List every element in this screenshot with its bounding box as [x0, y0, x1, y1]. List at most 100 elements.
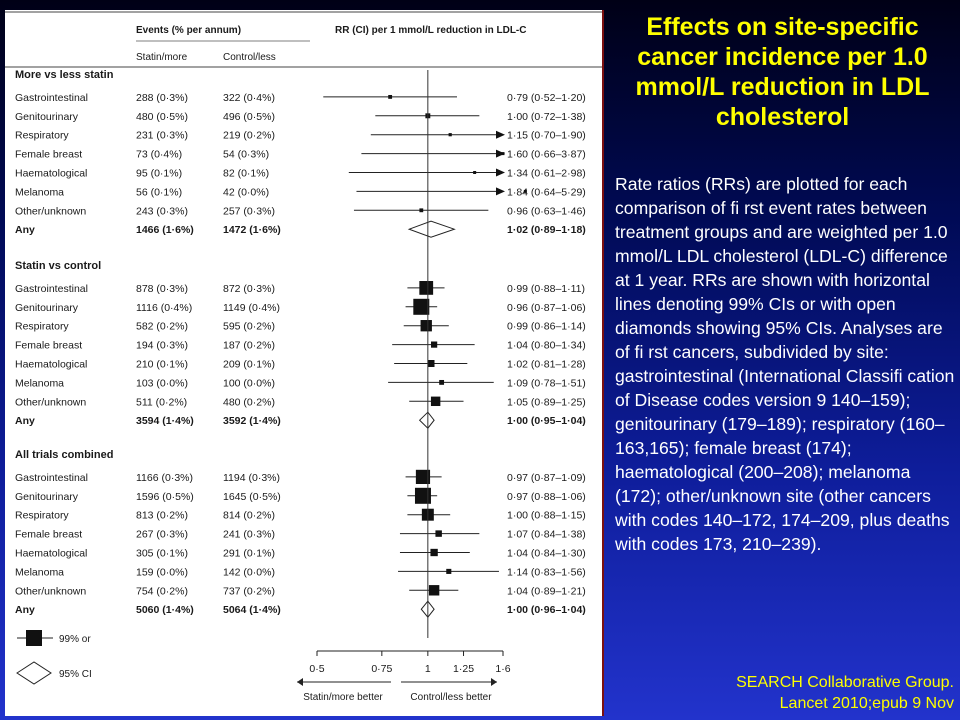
events-control: 291 (0·1%) [223, 548, 275, 560]
events-control: 209 (0·1%) [223, 359, 275, 371]
events-statin: 582 (0·2%) [136, 321, 188, 333]
rr-square [415, 469, 431, 484]
x-tick-label: 1·6 [495, 663, 510, 675]
events-control: 54 (0·3%) [223, 149, 269, 161]
header-col-statin: Statin/more [136, 52, 188, 63]
ci-diamond [418, 411, 435, 429]
rr-value: 1·07 (0·84–1·38) [507, 529, 586, 541]
legend-diamond [16, 661, 52, 685]
x-right-label: Control/less better [410, 692, 492, 703]
rr-square [473, 171, 477, 174]
ci-arrow [496, 187, 505, 196]
site-label: Melanoma [15, 186, 64, 198]
group-title: More vs less statin [15, 69, 114, 81]
rr-square [501, 152, 505, 156]
events-control: 1149 (0·4%) [223, 302, 280, 314]
site-label: Respiratory [15, 510, 69, 522]
rr-value: 0·99 (0·88–1·11) [507, 283, 585, 295]
site-label: Gastrointestinal [15, 472, 88, 484]
events-control: 100 (0·0%) [223, 377, 275, 389]
events-statin: 3594 (1·4%) [136, 415, 194, 427]
events-control: 480 (0·2%) [223, 396, 275, 408]
rr-value: 1·14 (0·83–1·56) [507, 566, 586, 578]
rr-value: 0·79 (0·52–1·20) [507, 92, 586, 104]
rr-square [428, 585, 440, 596]
rr-square [419, 208, 424, 213]
site-label: Respiratory [15, 130, 69, 142]
rr-value: 1·00 (0·72–1·38) [507, 111, 586, 123]
events-control: 496 (0·5%) [223, 111, 275, 123]
ci-arrow [496, 168, 505, 177]
events-statin: 1116 (0·4%) [136, 302, 192, 314]
rr-square [430, 396, 441, 407]
events-control: 737 (0·2%) [223, 585, 275, 597]
rr-square [448, 133, 452, 137]
x-tick-label: 1 [425, 663, 431, 675]
site-label: Haematological [15, 548, 87, 560]
site-label: Respiratory [15, 321, 69, 333]
rr-square [420, 320, 432, 332]
events-statin: 878 (0·3%) [136, 283, 188, 295]
ci-diamond [407, 220, 456, 238]
group-title: All trials combined [15, 449, 113, 461]
site-label: Other/unknown [15, 585, 86, 597]
rr-value: 1·04 (0·84–1·30) [507, 548, 586, 560]
rr-value: 0·99 (0·86–1·14) [507, 321, 586, 333]
events-control: 3592 (1·4%) [223, 415, 281, 427]
site-label: Other/unknown [15, 396, 86, 408]
events-control: 5064 (1·4%) [223, 604, 281, 616]
events-statin: 288 (0·3%) [136, 92, 188, 104]
header-rr: RR (CI) per 1 mmol/L reduction in LDL-C [335, 25, 526, 36]
events-statin: 194 (0·3%) [136, 340, 188, 352]
events-control: 187 (0·2%) [223, 340, 275, 352]
rr-square [388, 94, 393, 99]
forest-plot-figure: Events (% per annum) Statin/more Control/l… [5, 10, 604, 716]
rr-value: 0·96 (0·87–1·06) [507, 302, 586, 314]
site-label: Other/unknown [15, 205, 86, 217]
rr-value: 1·00 (0·88–1·15) [507, 510, 586, 522]
events-statin: 813 (0·2%) [136, 510, 188, 522]
events-statin: 754 (0·2%) [136, 585, 188, 597]
events-control: 257 (0·3%) [223, 205, 275, 217]
events-statin: 1466 (1·6%) [136, 224, 194, 236]
rr-square [430, 548, 438, 557]
site-label: Genitourinary [15, 302, 79, 314]
site-label: Melanoma [15, 377, 64, 389]
rr-value: 1·00 (0·95–1·04) [507, 415, 586, 427]
rr-value: 1·04 (0·80–1·34) [507, 340, 586, 352]
events-control: 241 (0·3%) [223, 529, 275, 541]
site-label: Melanoma [15, 566, 64, 578]
legend-square-label: 99% or [59, 634, 91, 645]
rr-square [439, 379, 445, 385]
events-statin: 305 (0·1%) [136, 548, 188, 560]
events-statin: 95 (0·1%) [136, 168, 182, 180]
rr-value: 1·02 (0·81–1·28) [507, 359, 586, 371]
rr-square [431, 341, 438, 348]
events-statin: 210 (0·1%) [136, 359, 188, 371]
rr-value: 0·96 (0·63–1·46) [507, 205, 586, 217]
x-tick-label: 0·75 [371, 663, 392, 675]
rr-value: 1·60 (0·66–3·87) [507, 149, 586, 161]
rr-square [414, 487, 431, 504]
site-label: Female breast [15, 340, 82, 352]
ci-arrow [496, 149, 505, 158]
rr-square [446, 568, 452, 574]
events-control: 42 (0·0%) [223, 186, 269, 198]
site-label: Female breast [15, 149, 82, 161]
rr-value: 1·09 (0·78–1·51) [507, 377, 586, 389]
events-statin: 511 (0·2%) [136, 396, 187, 408]
events-statin: 56 (0·1%) [136, 186, 182, 198]
events-control: 814 (0·2%) [223, 510, 275, 522]
group-title: Statin vs control [15, 260, 101, 272]
events-control: 82 (0·1%) [223, 168, 269, 180]
events-statin: 243 (0·3%) [136, 205, 188, 217]
events-statin: 1596 (0·5%) [136, 491, 194, 503]
rr-square [523, 189, 527, 193]
rr-square [419, 281, 434, 295]
events-control: 872 (0·3%) [223, 283, 275, 295]
site-label: Genitourinary [15, 491, 79, 503]
rr-value: 1·04 (0·89–1·21) [507, 585, 586, 597]
rr-value: 1·00 (0·96–1·04) [507, 604, 586, 616]
site-label: Genitourinary [15, 111, 79, 123]
forest-plot: Events (% per annum) Statin/more Control/l… [5, 11, 602, 703]
